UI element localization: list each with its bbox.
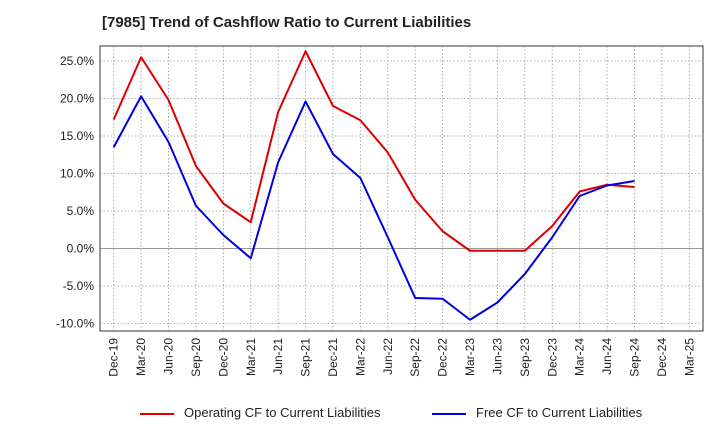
legend-item-free-cf: Free CF to Current Liabilities bbox=[432, 405, 642, 420]
y-tick-label: 20.0% bbox=[60, 92, 94, 106]
series-line-operating-cf bbox=[112, 50, 635, 252]
y-tick-label: 25.0% bbox=[60, 54, 94, 68]
y-tick-label: 10.0% bbox=[60, 167, 94, 181]
x-tick-label: Sep-23 bbox=[518, 338, 532, 377]
x-tick-label: Dec-24 bbox=[655, 338, 669, 377]
x-tick-label: Jun-21 bbox=[271, 338, 285, 375]
x-tick-label: Dec-19 bbox=[107, 338, 121, 377]
x-tick-label: Sep-24 bbox=[627, 338, 641, 377]
legend-label-operating-cf: Operating CF to Current Liabilities bbox=[184, 405, 381, 420]
y-tick-label: -5.0% bbox=[63, 279, 95, 293]
x-tick-label: Sep-21 bbox=[299, 338, 313, 377]
x-tick-label: Jun-22 bbox=[381, 338, 395, 375]
grid-layer bbox=[99, 45, 704, 332]
y-tick-label: 5.0% bbox=[67, 204, 95, 218]
axis-layer: Dec-19 Mar-20 Jun-20 Sep-20 Dec-20 Mar-21 Jun-… bbox=[56, 54, 696, 377]
x-tick-label: Mar-23 bbox=[463, 338, 477, 376]
y-tick-label: 0.0% bbox=[67, 242, 95, 256]
legend-swatch-free-cf bbox=[432, 412, 466, 415]
x-tick-label: Mar-22 bbox=[353, 338, 367, 376]
x-tick-label: Sep-20 bbox=[189, 338, 203, 377]
x-tick-label: Dec-21 bbox=[326, 338, 340, 377]
series-line-free-cf bbox=[112, 95, 635, 321]
x-tick-label: Dec-20 bbox=[216, 338, 230, 377]
legend-swatch-operating-cf bbox=[140, 412, 174, 415]
x-tick-label: Jun-20 bbox=[162, 338, 176, 375]
x-tick-label: Jun-23 bbox=[490, 338, 504, 375]
plot-frame bbox=[99, 45, 704, 332]
legend-label-free-cf: Free CF to Current Liabilities bbox=[476, 405, 643, 420]
y-tick-label: 15.0% bbox=[60, 129, 94, 143]
x-tick-label: Mar-25 bbox=[682, 338, 696, 376]
chart-title: [7985] Trend of Cashflow Ratio to Curren… bbox=[102, 14, 472, 31]
legend-item-operating-cf: Operating CF to Current Liabilities bbox=[140, 405, 381, 420]
x-tick-label: Mar-20 bbox=[134, 338, 148, 376]
x-tick-label: Mar-24 bbox=[573, 338, 587, 376]
y-tick-label: -10.0% bbox=[56, 317, 94, 331]
x-tick-label: Dec-23 bbox=[545, 338, 559, 377]
x-tick-label: Dec-22 bbox=[436, 338, 450, 377]
x-tick-label: Sep-22 bbox=[408, 338, 422, 377]
x-tick-label: Jun-24 bbox=[600, 338, 614, 375]
x-tick-label: Mar-21 bbox=[244, 338, 258, 376]
series-layer bbox=[112, 50, 635, 321]
